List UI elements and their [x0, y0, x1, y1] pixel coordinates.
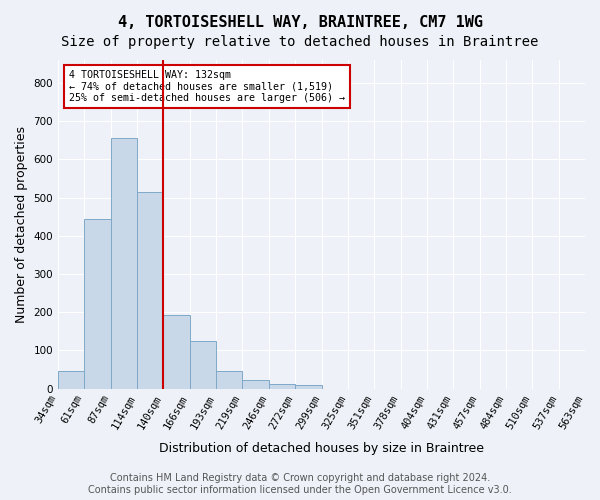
- Bar: [58, 372, 85, 388]
- Y-axis label: Number of detached properties: Number of detached properties: [15, 126, 28, 323]
- Text: Contains HM Land Registry data © Crown copyright and database right 2024.
Contai: Contains HM Land Registry data © Crown c…: [88, 474, 512, 495]
- Bar: [163, 315, 190, 388]
- Bar: [269, 384, 295, 388]
- Text: Size of property relative to detached houses in Braintree: Size of property relative to detached ho…: [61, 35, 539, 49]
- Bar: [295, 385, 322, 388]
- Bar: [85, 220, 111, 388]
- Bar: [216, 370, 242, 388]
- Text: 4, TORTOISESHELL WAY, BRAINTREE, CM7 1WG: 4, TORTOISESHELL WAY, BRAINTREE, CM7 1WG: [118, 15, 482, 30]
- Bar: [242, 380, 269, 388]
- Bar: [190, 341, 216, 388]
- Bar: [111, 138, 137, 388]
- Bar: [137, 192, 163, 388]
- Text: 4 TORTOISESHELL WAY: 132sqm
← 74% of detached houses are smaller (1,519)
25% of : 4 TORTOISESHELL WAY: 132sqm ← 74% of det…: [68, 70, 344, 103]
- X-axis label: Distribution of detached houses by size in Braintree: Distribution of detached houses by size …: [159, 442, 484, 455]
